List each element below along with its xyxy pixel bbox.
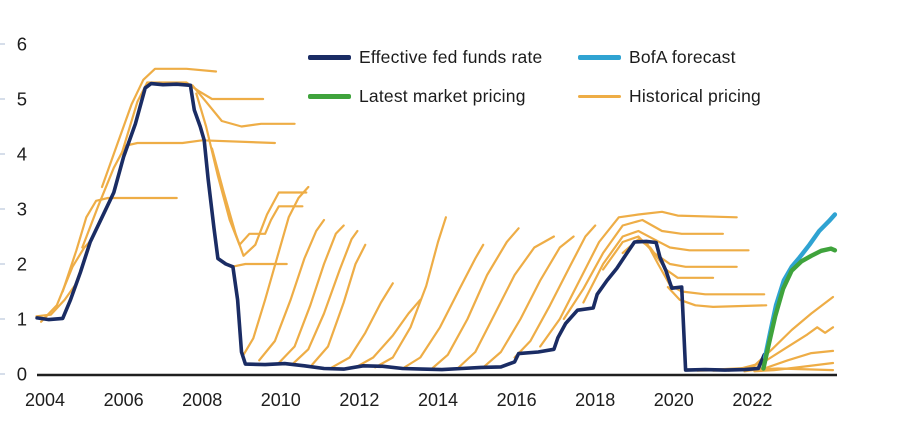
latest-market-pricing-line [761, 246, 838, 371]
historical-pricing-line [539, 210, 738, 348]
legend-swatch [578, 54, 621, 60]
historical-pricing-line [582, 229, 750, 304]
historical-pricing-line [311, 243, 367, 366]
chart-legend: Effective fed funds rate BofA forecast Lat… [308, 44, 761, 109]
historical-pricing-line [330, 282, 394, 369]
historical-pricing-line [727, 295, 835, 372]
bofa-forecast-line [762, 212, 838, 360]
legend-swatch [308, 93, 351, 99]
effective-fed-funds-line [35, 81, 766, 372]
y-tick-label: 3 [17, 199, 27, 220]
historical-pricing-line [431, 227, 520, 370]
y-tick-marks [0, 43, 5, 375]
historical-pricing-line [258, 218, 326, 362]
historical-pricing-line [401, 243, 485, 370]
x-tick-label: 2020 [654, 390, 694, 410]
legend-label: BofA forecast [629, 46, 736, 67]
legend-item: Historical pricing [578, 83, 761, 109]
historical-pricing-line [456, 235, 555, 370]
historical-pricing-line [242, 185, 310, 356]
historical-pricing-line [210, 147, 308, 257]
x-tick-label: 2018 [575, 390, 615, 410]
y-tick-label: 5 [17, 89, 27, 110]
historical-pricing-line [482, 235, 575, 369]
legend-item: Latest market pricing [308, 83, 578, 109]
x-tick-labels: 2004 2006 2008 2010 2012 2014 2016 2018 2020 2022 [25, 390, 772, 410]
historical-pricing-line [35, 284, 76, 318]
x-tick-label: 2022 [732, 390, 772, 410]
historical-pricing-line [120, 81, 265, 156]
legend-item: BofA forecast [578, 44, 761, 70]
legend-swatch [578, 94, 621, 98]
y-tick-label: 6 [17, 34, 27, 55]
x-tick-label: 2004 [25, 390, 65, 410]
historical-pricing-line [354, 298, 422, 369]
y-tick-label: 4 [17, 144, 27, 165]
legend-swatch [308, 54, 351, 60]
historical-pricing-line [277, 224, 345, 365]
y-tick-labels: 0 1 2 3 4 5 6 [17, 34, 27, 385]
x-tick-label: 2016 [497, 390, 537, 410]
historical-pricing-line [666, 286, 768, 308]
main-lines [35, 81, 838, 372]
x-tick-label: 2014 [418, 390, 458, 410]
historical-pricing-line [40, 238, 94, 323]
y-tick-label: 1 [17, 309, 27, 330]
x-tick-label: 2008 [182, 390, 222, 410]
y-tick-label: 2 [17, 254, 27, 275]
legend-label: Effective fed funds rate [359, 46, 543, 67]
historical-pricing-line [562, 218, 724, 321]
y-tick-label: 0 [17, 364, 27, 385]
legend-label: Historical pricing [629, 85, 761, 106]
x-tick-label: 2010 [261, 390, 301, 410]
historical-pricing-line [753, 361, 835, 373]
x-tick-label: 2006 [104, 390, 144, 410]
historical-pricing-line [157, 81, 296, 128]
historical-lines [35, 67, 835, 373]
historical-pricing-line [291, 229, 359, 366]
historical-pricing-line [374, 216, 447, 369]
historical-pricing-line [513, 224, 597, 359]
x-tick-label: 2012 [339, 390, 379, 410]
legend-label: Latest market pricing [359, 85, 526, 106]
historical-pricing-line [61, 196, 178, 293]
legend-item: Effective fed funds rate [308, 44, 578, 70]
historical-pricing-line [100, 67, 218, 189]
historical-pricing-line [81, 139, 276, 249]
